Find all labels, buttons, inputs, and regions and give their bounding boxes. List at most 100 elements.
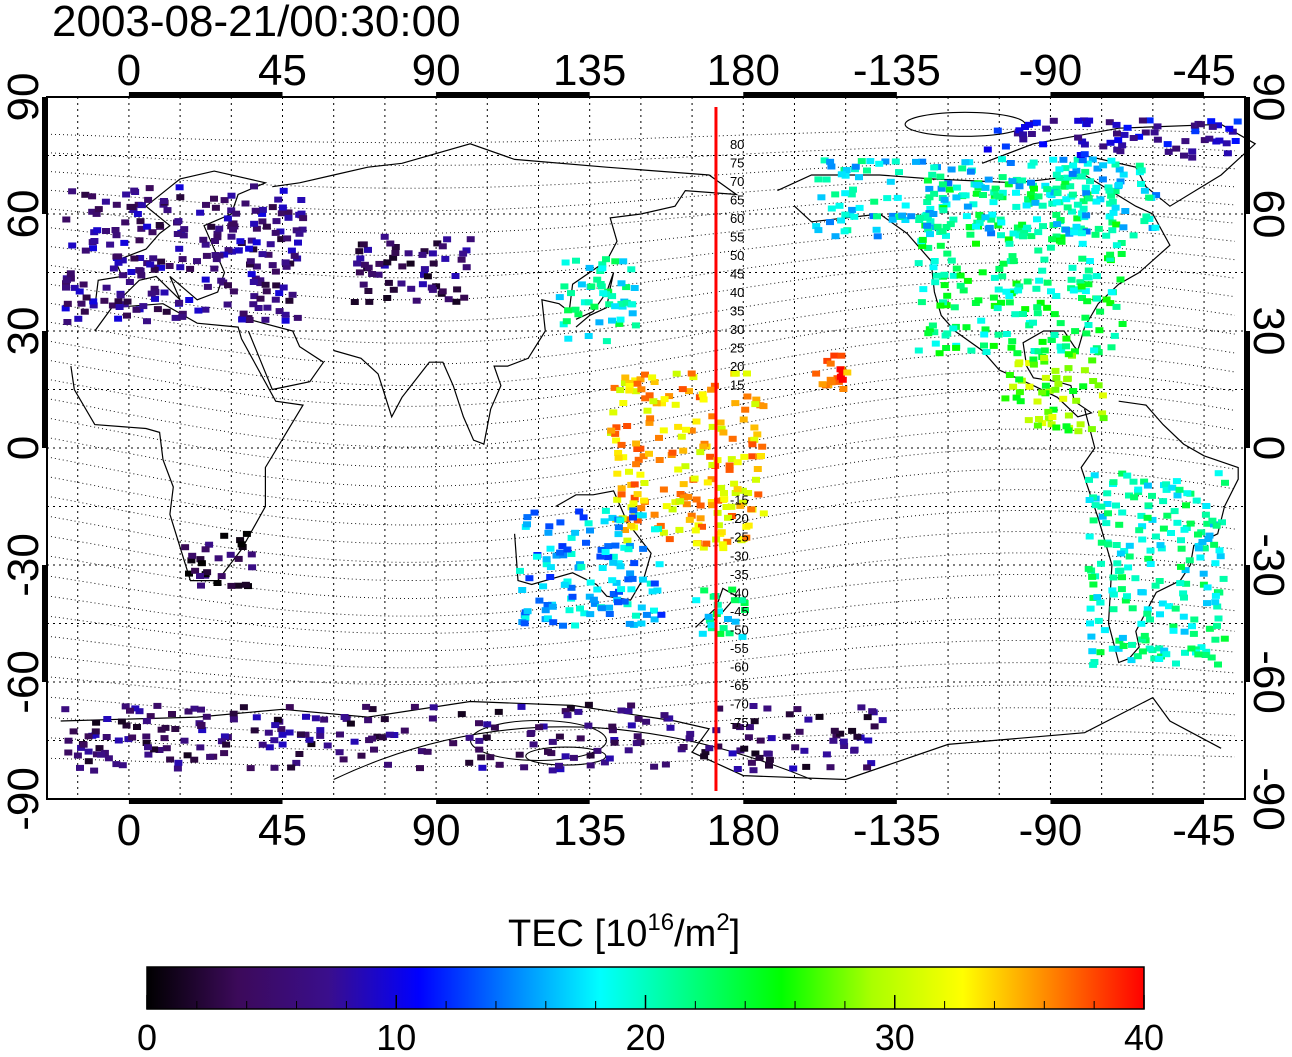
tec-cell — [708, 502, 717, 509]
tec-cell — [1125, 542, 1134, 549]
tec-cell — [1087, 633, 1096, 640]
tec-cell — [278, 204, 287, 211]
frame-tick-bar-bottom — [1050, 799, 1205, 804]
tec-cell — [848, 727, 857, 734]
tec-cell — [118, 257, 127, 264]
tec-cell — [696, 502, 705, 509]
tec-cell — [176, 194, 185, 201]
tec-cell — [665, 536, 674, 543]
tec-cell — [1034, 193, 1043, 200]
tec-cell — [989, 199, 998, 206]
tec-cell — [196, 556, 205, 563]
tec-cell — [201, 306, 210, 313]
tec-cell — [460, 294, 469, 301]
tec-cell — [1115, 521, 1124, 528]
contour-label: -55 — [730, 641, 749, 656]
tec-cell — [271, 268, 280, 275]
tec-cell — [1005, 240, 1014, 247]
contour-labels: 8075706560555045403530252015-15-20-25-30… — [730, 137, 749, 730]
tec-cell — [520, 620, 529, 627]
tec-cell — [991, 185, 1000, 192]
longitude-label-bottom: 0 — [117, 806, 141, 855]
tec-cell — [1141, 129, 1150, 136]
tec-cell — [650, 607, 658, 614]
tec-cell — [703, 479, 712, 486]
tec-cell — [198, 727, 207, 734]
tec-cell — [863, 764, 872, 771]
tec-cell — [1005, 299, 1014, 306]
tec-cell — [1194, 545, 1203, 552]
tec-cell — [1068, 264, 1077, 271]
tec-cell — [598, 261, 607, 268]
tec-cell — [785, 711, 794, 718]
contour-label: -50 — [730, 622, 749, 637]
tec-cell — [1123, 472, 1132, 479]
tec-cell — [1008, 253, 1017, 260]
tec-cell — [443, 236, 452, 243]
tec-cell — [963, 203, 972, 210]
tec-cell — [202, 252, 211, 259]
tec-cell — [452, 298, 461, 305]
tec-cell — [563, 578, 572, 585]
tec-cell — [1216, 553, 1225, 560]
tec-cell — [679, 447, 688, 454]
colorbar-ticks — [146, 995, 1145, 1009]
tec-cell — [1196, 554, 1205, 561]
tec-cell — [564, 335, 573, 342]
tec-cell — [103, 716, 112, 722]
tec-cell — [1082, 212, 1091, 219]
tec-cell — [1019, 311, 1027, 317]
tec-data-cells — [61, 117, 1242, 774]
tec-cell — [143, 223, 152, 230]
tec-cell — [642, 611, 651, 618]
tec-cell — [1085, 258, 1094, 264]
tec-cell — [1163, 512, 1172, 519]
tec-cell — [1131, 575, 1140, 582]
tec-cell — [1198, 539, 1207, 545]
tec-cell — [707, 625, 716, 632]
tec-cell — [364, 717, 373, 724]
tec-cell — [252, 263, 261, 270]
tec-cell — [611, 303, 620, 310]
tec-cell — [1191, 646, 1200, 653]
tec-cell — [713, 601, 722, 608]
tec-cell — [587, 283, 596, 290]
tec-cell — [888, 216, 897, 223]
tec-cell — [717, 425, 726, 432]
tec-cell — [418, 251, 427, 258]
tec-cell — [615, 320, 624, 327]
tec-cell — [1180, 152, 1188, 159]
tec-cell — [586, 762, 595, 769]
tec-cell — [802, 763, 811, 770]
tec-cell — [636, 471, 645, 478]
tec-cell — [643, 407, 652, 414]
latitude-label-left: 90 — [0, 73, 48, 122]
tec-cell — [250, 727, 259, 734]
tec-cell — [1208, 517, 1217, 524]
tec-cell — [1145, 117, 1154, 124]
tec-cell — [384, 761, 392, 768]
tec-cell — [617, 586, 626, 593]
coastline — [777, 174, 1171, 418]
tec-cell — [1156, 542, 1165, 549]
tec-cell — [857, 704, 866, 711]
tec-cell — [475, 737, 484, 744]
tec-cell — [1213, 603, 1222, 610]
tec-cell — [665, 393, 674, 400]
tec-cell — [605, 604, 614, 611]
tec-cell — [596, 281, 605, 287]
tec-cell — [749, 703, 758, 709]
tec-cell — [1005, 372, 1014, 378]
tec-cell — [478, 764, 487, 771]
tec-cell — [609, 409, 618, 416]
tec-cell — [625, 620, 634, 627]
frame-tick-bar-right — [1245, 565, 1250, 682]
tec-cell — [713, 509, 722, 516]
tec-cell — [1194, 531, 1202, 538]
tec-cell — [1023, 224, 1032, 231]
tec-cell — [1068, 170, 1077, 177]
tec-cell — [238, 316, 247, 323]
tec-cell — [1102, 520, 1111, 527]
tec-cell — [699, 544, 708, 551]
tec-cell — [736, 502, 745, 509]
